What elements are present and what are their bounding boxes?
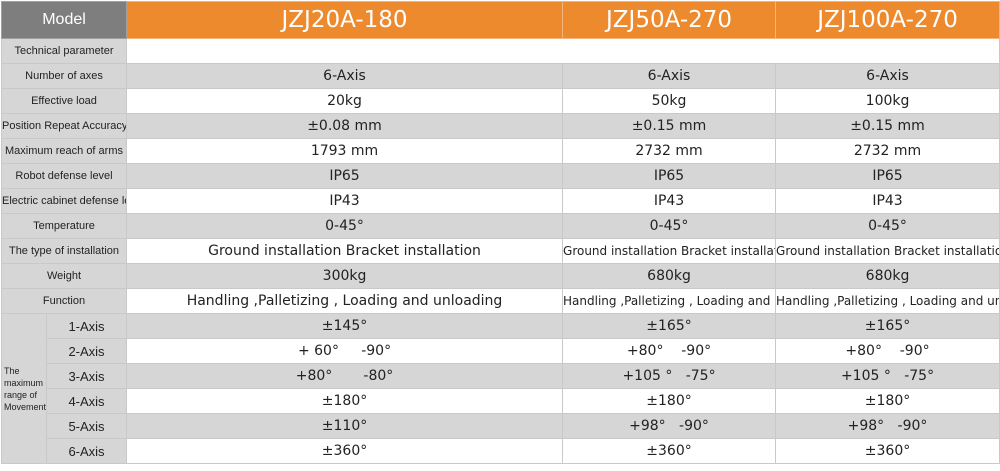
row-value: IP43 xyxy=(126,188,564,214)
table-row: 2-Axis + 60° -90° +80° -90° +80° -90° xyxy=(2,338,1000,364)
axis-value: ±360° xyxy=(126,438,564,464)
model-name-3: JZJ100A-270 xyxy=(775,1,1000,39)
table-row: 4-Axis ±180° ±180° ±180° xyxy=(2,388,1000,414)
table-row: 5-Axis ±110° +98° -90° +98° -90° xyxy=(2,413,1000,439)
axis-value: +105 ° -75° xyxy=(562,363,777,389)
row-value: 2732 mm xyxy=(562,138,777,164)
axis-value: ±180° xyxy=(126,388,564,414)
row-value: Handling ,Palletizing , Loading and unlo… xyxy=(562,288,777,314)
table-row: Weight 300kg 680kg 680kg xyxy=(0,263,1000,289)
table-row: Robot defense level IP65 IP65 IP65 xyxy=(0,163,1000,189)
row-label: Maximum reach of arms xyxy=(0,138,128,164)
axis-label: 5-Axis xyxy=(45,413,128,439)
axis-value: +98° -90° xyxy=(775,413,1000,439)
table-row: Effective load 20kg 50kg 100kg xyxy=(0,88,1000,114)
row-value: 680kg xyxy=(562,263,777,289)
row-value: 0-45° xyxy=(126,213,564,239)
row-label: Weight xyxy=(0,263,128,289)
table-row: Maximum reach of arms 1793 mm 2732 mm 2732 … xyxy=(0,138,1000,164)
row-label: Function xyxy=(0,288,128,314)
model-name-1: JZJ20A-180 xyxy=(126,1,564,39)
axis-value: ±165° xyxy=(562,313,777,339)
header-row: Model JZJ20A-180 JZJ50A-270 JZJ100A-270 xyxy=(0,1,1000,39)
axis-value: ±360° xyxy=(775,438,1000,464)
axis-label: 3-Axis xyxy=(45,363,128,389)
axis-value: ±110° xyxy=(126,413,564,439)
row-value: 50kg xyxy=(562,88,777,114)
model-label: Model xyxy=(0,1,128,39)
table-row: Electric cabinet defense levelIP43IP43IP… xyxy=(0,188,1000,214)
axis-value: +105 ° -75° xyxy=(775,363,1000,389)
table-row: Temperature 0-45° 0-45° 0-45° xyxy=(0,213,1000,239)
table-row: Function Handling ,Palletizing , Loading … xyxy=(0,288,1000,314)
row-label: The type of installation xyxy=(0,238,128,264)
row-label: Effective load xyxy=(0,88,128,114)
axis-value: +80° -90° xyxy=(775,338,1000,364)
table-row: The maximum range of Movement 1-Axis ±145°… xyxy=(1,313,1000,464)
axis-value: ±145° xyxy=(126,313,564,339)
row-value: ±0.08 mm xyxy=(126,113,564,139)
axis-value: ±165° xyxy=(775,313,1000,339)
axis-label: 2-Axis xyxy=(45,338,128,364)
row-value: Ground installation Bracket installation xyxy=(562,238,777,264)
row-value: 0-45° xyxy=(562,213,777,239)
row-value: 6-Axis xyxy=(126,63,564,89)
row-value: Ground installation Bracket installation xyxy=(775,238,1000,264)
model-name-2: JZJ50A-270 xyxy=(562,1,777,39)
table-row: 3-Axis +80° -80° +105 ° -75° +105 ° -75° xyxy=(2,363,1000,389)
axis-value: ±180° xyxy=(562,388,777,414)
row-value: 0-45° xyxy=(775,213,1000,239)
movement-group-label: The maximum range of Movement xyxy=(1,313,47,464)
axis-label: 4-Axis xyxy=(45,388,128,414)
row-value: IP65 xyxy=(775,163,1000,189)
axis-value: +80° -90° xyxy=(562,338,777,364)
row-value: ±0.15 mm xyxy=(775,113,1000,139)
row-label: Position Repeat Accuracy xyxy=(0,113,128,139)
axis-label: 1-Axis xyxy=(45,313,128,339)
axis-value: +80° -80° xyxy=(126,363,564,389)
row-label: Number of axes xyxy=(0,63,128,89)
row-value: 680kg xyxy=(775,263,1000,289)
row-label: Robot defense level xyxy=(0,163,128,189)
section-label: Technical parameter xyxy=(0,38,128,64)
axis-value: + 60° -90° xyxy=(126,338,564,364)
row-value: 300kg xyxy=(126,263,564,289)
row-value: Handling ,Palletizing , Loading and unlo… xyxy=(126,288,564,314)
axis-value: ±180° xyxy=(775,388,1000,414)
row-value: 1793 mm xyxy=(126,138,564,164)
axis-value: ±360° xyxy=(562,438,777,464)
row-value: IP43 xyxy=(562,188,777,214)
axis-value: +98° -90° xyxy=(562,413,777,439)
row-value: 2732 mm xyxy=(775,138,1000,164)
row-value: 6-Axis xyxy=(775,63,1000,89)
row-value: IP43 xyxy=(775,188,1000,214)
row-value: Ground installation Bracket installation xyxy=(126,238,564,264)
row-value: IP65 xyxy=(126,163,564,189)
table-row: Position Repeat Accuracy ±0.08 mm ±0.15 mm… xyxy=(0,113,1000,139)
row-value: 100kg xyxy=(775,88,1000,114)
row-value: 20kg xyxy=(126,88,564,114)
axis-label: 6-Axis xyxy=(45,438,128,464)
table-row: 6-Axis ±360° ±360° ±360° xyxy=(2,438,1000,464)
row-value: ±0.15 mm xyxy=(562,113,777,139)
row-value: IP65 xyxy=(562,163,777,189)
row-value: Handling ,Palletizing , Loading and unlo… xyxy=(775,288,1000,314)
table-row: The type of installation Ground installat… xyxy=(0,238,1000,264)
row-value: 6-Axis xyxy=(562,63,777,89)
table-row: Number of axes 6-Axis 6-Axis 6-Axis xyxy=(0,63,1000,89)
row-label: Temperature xyxy=(0,213,128,239)
section-empty xyxy=(126,38,1000,64)
row-label: Electric cabinet defense level xyxy=(0,188,128,214)
section-row: Technical parameter xyxy=(0,38,1000,64)
